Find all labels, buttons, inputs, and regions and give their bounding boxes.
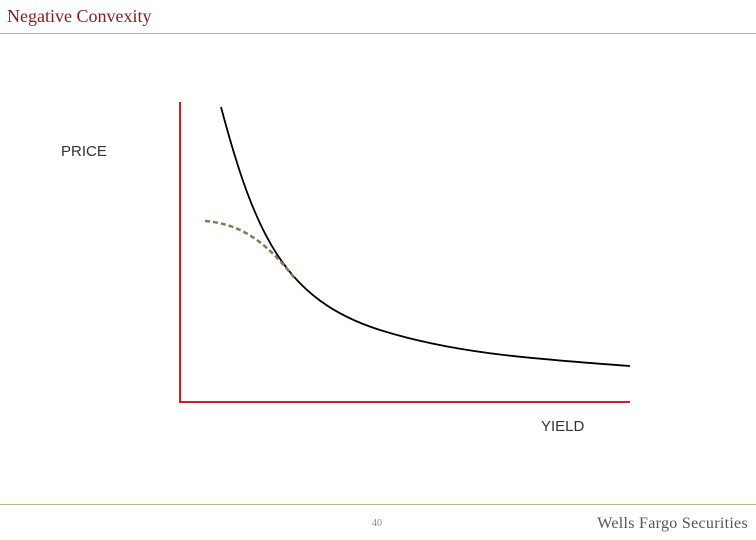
footer-divider — [0, 504, 756, 505]
positive-convexity-curve — [220, 106, 631, 367]
price-axis-label: PRICE — [61, 143, 107, 160]
brand-logo-text: Wells Fargo Securities — [597, 515, 748, 532]
slide-title: Negative Convexity — [7, 6, 152, 26]
yield-axis-label: YIELD — [541, 418, 585, 435]
title-divider — [0, 33, 756, 34]
negative-convexity-curve — [204, 219, 297, 281]
page-number: 40 — [372, 518, 382, 529]
